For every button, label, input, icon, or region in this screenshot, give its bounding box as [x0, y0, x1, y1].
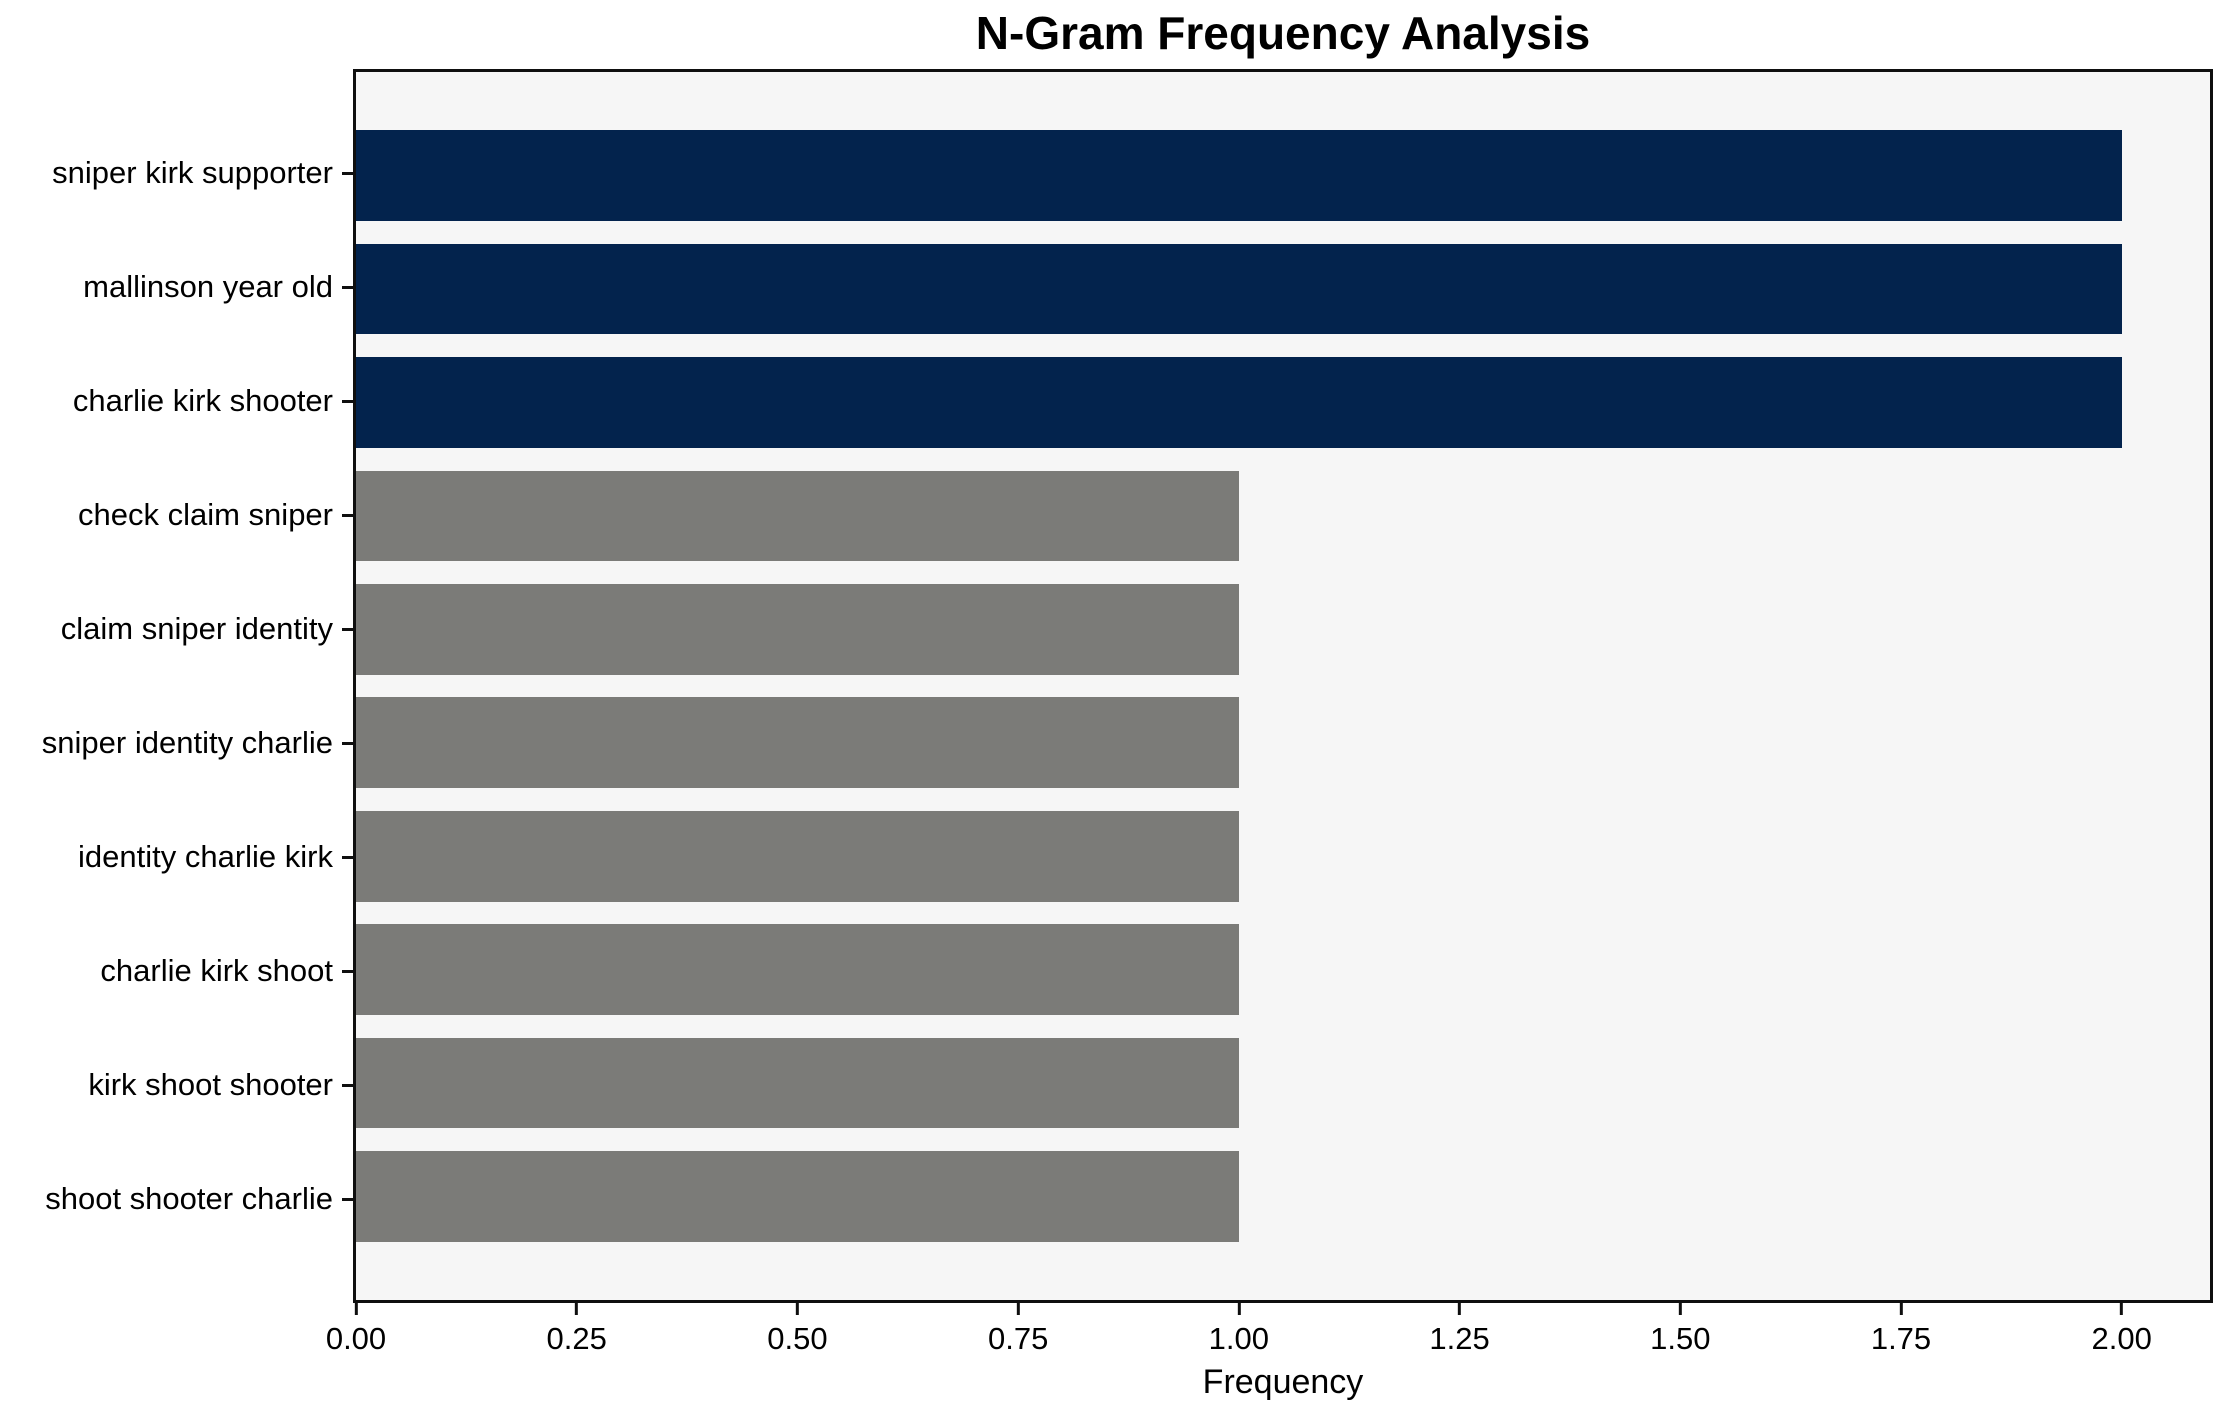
y-tick-mark [342, 513, 353, 517]
bar-band [356, 913, 2210, 1026]
bars-container [356, 72, 2210, 1300]
bar [356, 697, 1239, 789]
chart-title: N-Gram Frequency Analysis [975, 7, 1591, 59]
x-tick: 1.75 [1871, 1303, 1931, 1357]
x-tick-label: 0.00 [325, 1321, 387, 1356]
y-tick-label: mallinson year old [83, 269, 333, 304]
y-tick-mark [342, 171, 353, 175]
x-tick-mark [1899, 1303, 1903, 1315]
x-tick-mark [795, 1303, 799, 1315]
y-tick-mark [342, 1083, 353, 1087]
y-tick-label: claim sniper identity [60, 611, 333, 646]
y-tick-mark [342, 855, 353, 859]
x-tick: 1.25 [1429, 1303, 1490, 1357]
y-tick: identity charlie kirk [0, 800, 353, 914]
bar-band [356, 1140, 2210, 1253]
bar-band [356, 459, 2210, 572]
y-tick: mallinson year old [0, 230, 353, 344]
x-tick-mark [1016, 1303, 1020, 1315]
y-tick-mark [342, 969, 353, 973]
x-tick-mark [575, 1303, 579, 1315]
y-tick-label: sniper kirk supporter [52, 155, 333, 190]
x-tick-mark [1458, 1303, 1462, 1315]
y-tick: kirk shoot shooter [0, 1028, 353, 1142]
x-tick-label: 2.00 [2091, 1321, 2152, 1356]
bar-band [356, 686, 2210, 799]
y-tick: shoot shooter charlie [0, 1142, 353, 1256]
x-tick-label: 1.50 [1650, 1321, 1711, 1356]
x-tick-label: 0.50 [767, 1321, 828, 1356]
x-tick: 0.25 [547, 1303, 607, 1357]
x-axis-title: Frequency [1202, 1363, 1364, 1401]
y-tick-mark [342, 399, 353, 403]
y-tick-mark [342, 285, 353, 289]
y-tick-mark [342, 627, 353, 631]
bar [356, 357, 2122, 448]
y-tick: sniper identity charlie [0, 686, 353, 800]
y-tick-label: charlie kirk shoot [100, 953, 333, 988]
x-tick-mark [1237, 1303, 1241, 1315]
y-tick-mark [342, 1197, 353, 1201]
x-tick: 0.00 [326, 1303, 386, 1357]
x-tick-label: 1.00 [1208, 1321, 1270, 1356]
x-tick: 0.75 [988, 1303, 1048, 1357]
x-tick-mark [2120, 1303, 2124, 1315]
bar [356, 583, 1239, 675]
x-tick-label: 0.75 [987, 1321, 1049, 1356]
y-tick: check claim sniper [0, 458, 353, 572]
x-tick-label: 0.25 [546, 1321, 607, 1356]
y-tick-label: charlie kirk shooter [72, 383, 333, 418]
x-tick-label: 1.25 [1429, 1321, 1490, 1356]
y-tick-label: check claim sniper [78, 497, 333, 532]
bar [356, 243, 2122, 335]
bar-band [356, 573, 2210, 686]
x-tick: 2.00 [2092, 1303, 2152, 1357]
y-tick: sniper kirk supporter [0, 116, 353, 230]
y-tick-label: shoot shooter charlie [45, 1181, 333, 1216]
x-tick-label: 1.75 [1870, 1321, 1932, 1356]
y-tick-label: identity charlie kirk [78, 839, 333, 874]
bar-band [356, 799, 2210, 912]
y-tick-mark [342, 741, 353, 745]
bar-band [356, 1026, 2210, 1139]
bar [356, 924, 1239, 1015]
y-tick: charlie kirk shooter [0, 344, 353, 458]
plot-area [353, 69, 2213, 1303]
y-tick-label: sniper identity charlie [41, 725, 333, 760]
x-tick: 0.50 [767, 1303, 828, 1357]
y-tick-label: kirk shoot shooter [88, 1067, 333, 1102]
bar-band [356, 119, 2210, 232]
bar [356, 1151, 1239, 1242]
bar [356, 130, 2122, 222]
x-tick: 1.50 [1650, 1303, 1710, 1357]
y-axis-labels: sniper kirk supporter mallinson year old c… [0, 69, 353, 1303]
x-tick-mark [354, 1303, 358, 1315]
bar [356, 810, 1239, 902]
y-tick: charlie kirk shoot [0, 914, 353, 1028]
y-tick: claim sniper identity [0, 572, 353, 686]
bar [356, 470, 1239, 562]
bar-band [356, 232, 2210, 345]
x-tick: 1.00 [1209, 1303, 1269, 1357]
bar-band [356, 346, 2210, 459]
x-tick-mark [1678, 1303, 1682, 1315]
bar [356, 1037, 1239, 1129]
